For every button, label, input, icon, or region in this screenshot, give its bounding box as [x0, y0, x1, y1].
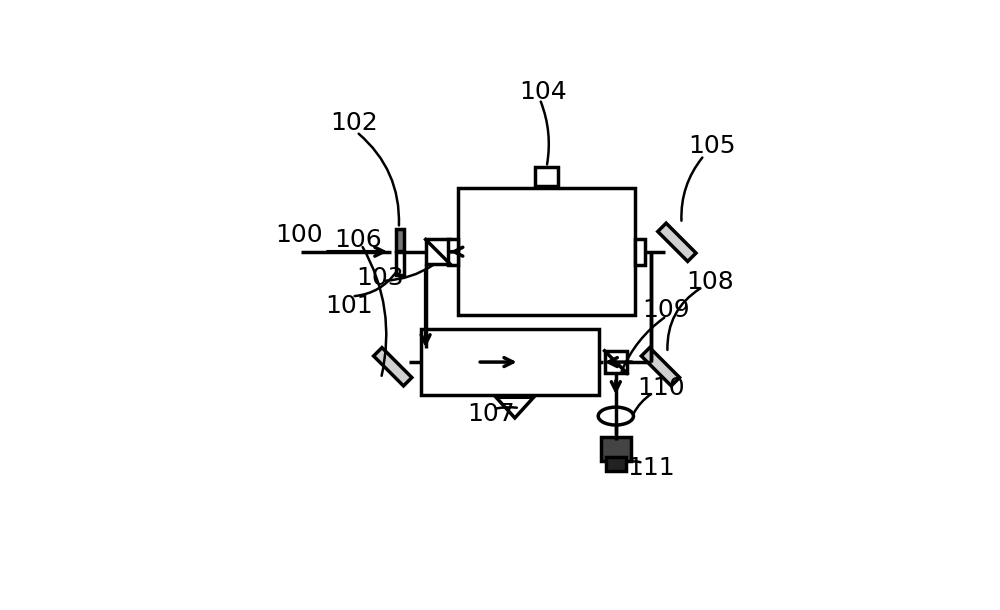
Text: 111: 111	[627, 456, 675, 479]
Bar	[396, 229, 404, 251]
Polygon shape	[374, 348, 412, 386]
Bar	[635, 239, 645, 265]
Text: 102: 102	[330, 110, 378, 135]
Bar	[606, 458, 626, 470]
Text: 105: 105	[688, 134, 735, 158]
Text: 104: 104	[519, 80, 567, 104]
Bar	[396, 252, 404, 274]
Text: 109: 109	[643, 298, 690, 323]
Polygon shape	[496, 397, 534, 418]
Text: 103: 103	[356, 265, 404, 290]
Bar	[605, 351, 627, 373]
Polygon shape	[658, 223, 696, 262]
Text: 108: 108	[686, 270, 734, 294]
Text: 110: 110	[638, 376, 685, 400]
Text: 100: 100	[275, 223, 323, 247]
Bar	[421, 329, 599, 395]
Text: 101: 101	[326, 293, 373, 318]
Bar	[448, 239, 458, 265]
Text: 106: 106	[335, 228, 382, 252]
Bar	[458, 188, 635, 315]
Polygon shape	[641, 348, 680, 386]
Text: 107: 107	[468, 402, 515, 426]
Bar	[601, 437, 631, 461]
Ellipse shape	[598, 407, 633, 425]
Bar	[426, 240, 450, 264]
Bar	[535, 167, 558, 186]
